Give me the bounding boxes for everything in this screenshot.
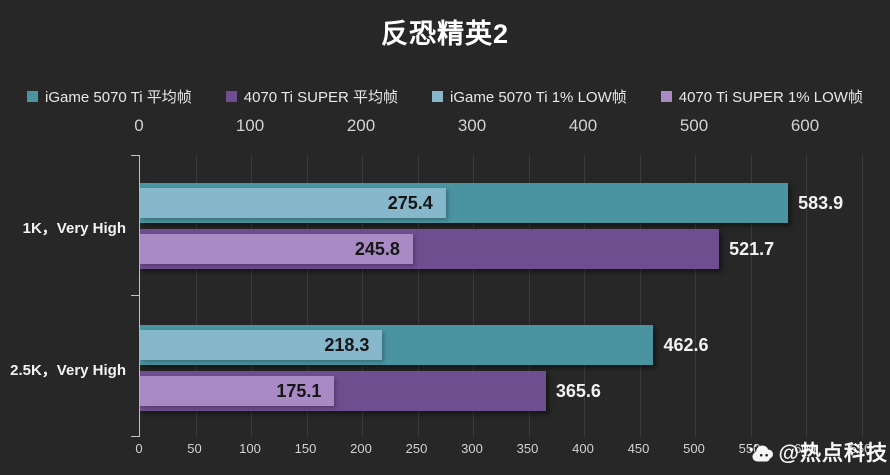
bottom-axis-tick-label: 250	[405, 441, 428, 456]
bottom-axis-tick-label: 150	[294, 441, 317, 456]
bar-value-label: 218.3	[324, 335, 370, 355]
legend-item: 4070 Ti SUPER 1% LOW帧	[660, 86, 863, 107]
x-axis-top: 0 100 200 300 400 500 600	[134, 116, 867, 136]
gridline	[861, 155, 863, 437]
legend-label: iGame 5070 Ti 平均帧	[45, 89, 192, 106]
gridline	[695, 155, 696, 437]
gridline	[584, 155, 585, 437]
low-fps-bar	[140, 376, 335, 406]
category-label: 2.5K，Very High	[10, 362, 126, 379]
gridline	[473, 155, 474, 437]
category-label: 1K，Very High	[22, 220, 126, 237]
legend-swatch	[432, 91, 443, 102]
axis-tick	[131, 436, 140, 437]
bottom-axis-tick-label: 350	[516, 441, 539, 456]
bottom-axis-tick-label: 0	[135, 441, 143, 456]
gridline	[362, 155, 363, 437]
top-axis-tick-label: 300	[457, 116, 487, 135]
axis-tick	[131, 295, 140, 296]
gridline	[195, 155, 197, 437]
bar-value-label: 462.6	[663, 335, 709, 355]
gridline	[251, 155, 252, 437]
top-axis-tick-label: 0	[134, 116, 144, 135]
legend-swatch	[27, 91, 39, 102]
low-fps-bar	[140, 188, 446, 218]
top-axis-tick-label: 100	[235, 116, 265, 135]
legend-label: 4070 Ti SUPER 平均帧	[243, 89, 398, 106]
watermark-text: @热点科技	[778, 442, 888, 465]
bottom-axis-tick-label: 650	[849, 441, 872, 456]
bar-value-label: 245.8	[354, 239, 400, 259]
bar-value-label: 365.6	[555, 381, 601, 401]
low-fps-bar	[140, 234, 413, 264]
gridline	[417, 155, 419, 437]
bar-value-label: 521.7	[729, 239, 775, 259]
chart-legend: iGame 5070 Ti 平均帧 4070 Ti SUPER 平均帧 iGame …	[0, 86, 890, 107]
bottom-axis-tick-label: 200	[350, 441, 372, 456]
legend-label: iGame 5070 Ti 1% LOW帧	[450, 89, 627, 106]
bar-value-label: 175.1	[276, 381, 322, 401]
legend-item: iGame 5070 Ti 1% LOW帧	[432, 86, 627, 107]
legend-swatch	[225, 91, 237, 102]
legend-swatch	[660, 91, 672, 102]
chart-title: 反恐精英2	[380, 19, 510, 49]
top-axis-tick-label: 400	[568, 116, 598, 135]
gridline	[306, 155, 308, 437]
legend-item: 4070 Ti SUPER 平均帧	[225, 86, 398, 107]
gridline	[750, 155, 752, 437]
watermark: @热点科技	[748, 437, 888, 467]
legend-item: iGame 5070 Ti 平均帧	[27, 86, 192, 107]
gridline	[639, 155, 641, 437]
x-axis-bottom: 050100150200250300350400450500550600650	[135, 441, 871, 461]
plot-area: 583.9 275.4 521.7 245.8 462.6 218.3 365.6 175.1	[131, 155, 868, 437]
bar-value-label: 583.9	[798, 193, 844, 213]
bottom-axis-tick-label: 100	[239, 441, 261, 456]
bottom-axis-tick-label: 500	[683, 441, 705, 456]
bottom-axis-tick-label: 50	[187, 441, 202, 456]
bottom-axis-tick-label: 450	[627, 441, 650, 456]
bottom-axis-tick-label: 300	[461, 441, 483, 456]
top-axis-tick-label: 200	[346, 116, 376, 135]
legend-label: 4070 Ti SUPER 1% LOW帧	[678, 89, 863, 106]
top-axis-tick-label: 500	[679, 116, 709, 135]
cloud-logo-icon	[749, 444, 773, 462]
gridline	[806, 155, 807, 437]
bar-value-label: 275.4	[387, 193, 433, 213]
axis-tick	[131, 155, 140, 156]
top-axis-tick-label: 600	[790, 116, 820, 135]
bottom-axis-tick-label: 600	[794, 441, 816, 456]
gridline	[528, 155, 530, 437]
bottom-axis-tick-label: 400	[572, 441, 594, 456]
low-fps-bar	[140, 330, 383, 360]
